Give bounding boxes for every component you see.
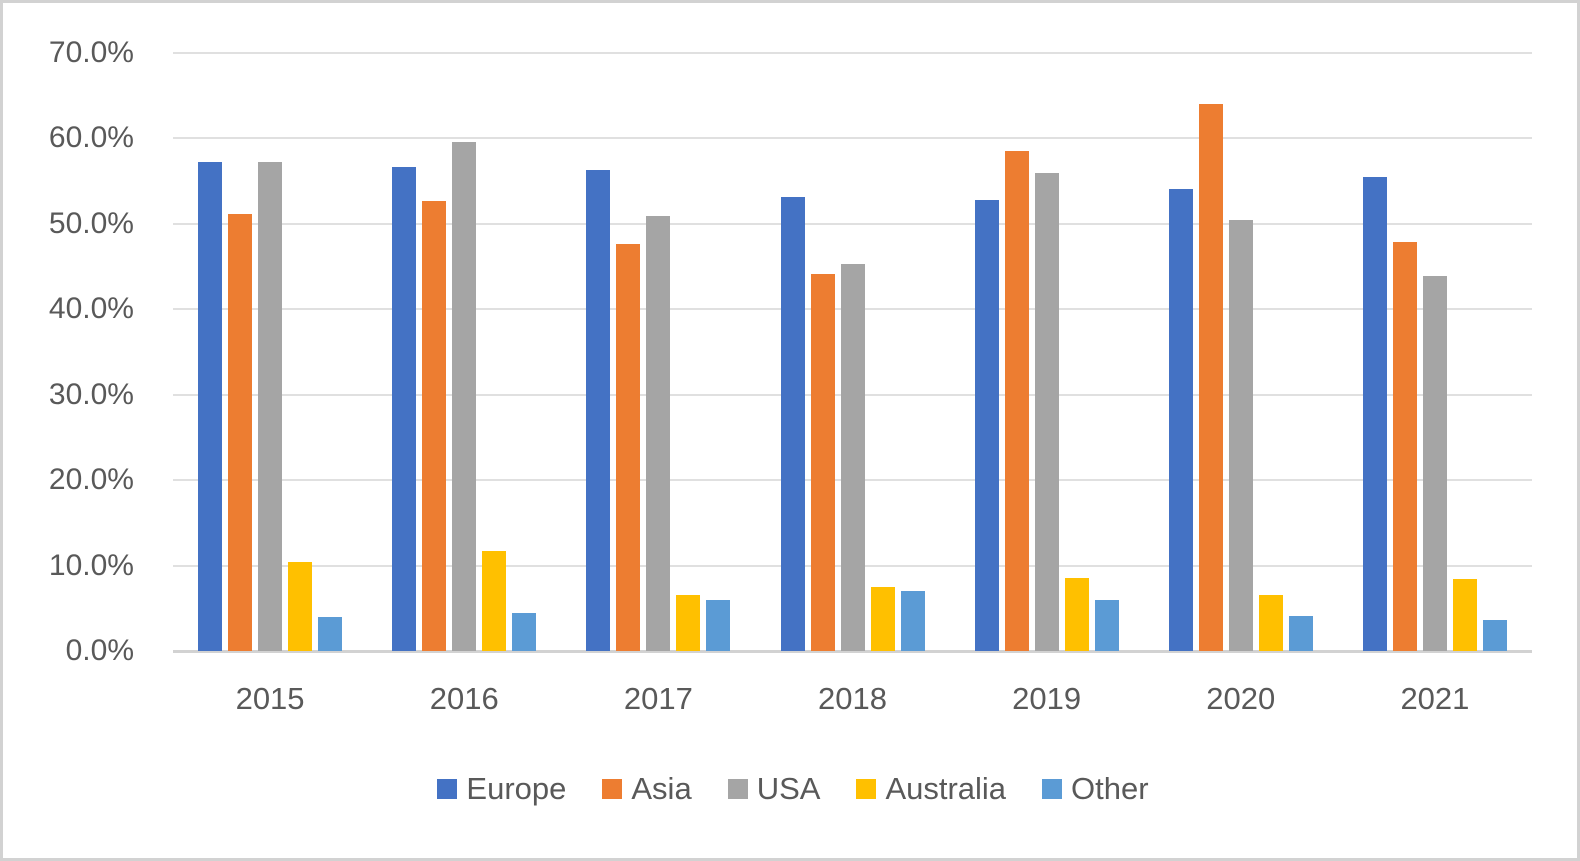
bar-asia-2016 <box>422 200 447 651</box>
bar-other-2016 <box>512 612 537 651</box>
bar-usa-2015 <box>258 162 283 651</box>
bar-usa-2017 <box>646 216 671 651</box>
bar-australia-2016 <box>482 551 507 651</box>
x-tick-label-2017: 2017 <box>623 681 693 716</box>
legend-label: Australia <box>885 771 1007 806</box>
legend-swatch-icon <box>1042 779 1063 799</box>
bar-europe-2019 <box>974 199 999 651</box>
bar-asia-2015 <box>228 214 253 651</box>
y-tick-label: 30.0% <box>48 377 134 411</box>
y-tick-label: 40.0% <box>48 292 134 326</box>
gridline-70.0% <box>173 52 1532 54</box>
plot-area <box>173 52 1532 653</box>
x-tick-label-2020: 2020 <box>1206 681 1276 716</box>
y-tick-label: 60.0% <box>48 121 134 155</box>
bar-australia-2020 <box>1258 595 1283 651</box>
bar-other-2015 <box>318 616 343 651</box>
x-tick-label-2016: 2016 <box>429 681 499 716</box>
bar-europe-2016 <box>392 166 417 651</box>
gridline-50.0% <box>173 222 1532 225</box>
bar-group-2017 <box>586 170 731 651</box>
bar-asia-2020 <box>1198 104 1223 651</box>
legend-label: Europe <box>466 771 567 806</box>
legend-label: Asia <box>631 771 692 806</box>
bar-europe-2017 <box>586 170 611 651</box>
legend-swatch-icon <box>437 779 458 799</box>
bar-other-2020 <box>1288 615 1313 651</box>
bar-group-2015 <box>198 161 343 651</box>
bar-asia-2021 <box>1392 241 1417 651</box>
y-tick-label: 20.0% <box>48 463 134 497</box>
bar-group-2020 <box>1168 104 1313 651</box>
legend-swatch-icon <box>856 779 877 799</box>
bar-europe-2020 <box>1168 188 1193 651</box>
gridline-60.0% <box>173 137 1532 140</box>
legend-item-australia: Australia <box>856 771 1006 807</box>
legend-swatch-icon <box>727 779 748 799</box>
y-tick-label: 70.0% <box>48 36 134 69</box>
x-tick-label-2018: 2018 <box>818 681 887 716</box>
y-tick-label: 0.0% <box>65 634 134 667</box>
bar-other-2021 <box>1482 620 1507 651</box>
x-tick-label-2015: 2015 <box>235 681 305 716</box>
bar-other-2017 <box>706 599 731 651</box>
bar-europe-2018 <box>780 196 805 651</box>
legend-label: USA <box>756 771 821 806</box>
legend-item-other: Other <box>1042 771 1149 807</box>
y-tick-label: 50.0% <box>48 206 134 240</box>
x-axis-line <box>173 650 1532 653</box>
bar-group-2018 <box>780 196 925 651</box>
x-tick-label-2021: 2021 <box>1400 681 1470 716</box>
legend-item-usa: USA <box>727 771 821 807</box>
bar-other-2018 <box>900 591 925 651</box>
bar-europe-2015 <box>198 161 223 651</box>
bar-usa-2019 <box>1034 173 1059 651</box>
bar-asia-2018 <box>810 274 835 651</box>
legend-label: Other <box>1071 771 1149 806</box>
bar-australia-2021 <box>1452 579 1477 651</box>
bar-usa-2020 <box>1228 220 1253 651</box>
legend-swatch-icon <box>602 779 623 799</box>
bar-australia-2017 <box>676 594 701 651</box>
bar-usa-2016 <box>452 141 477 651</box>
chart-legend: Europe Asia USA Australia Other <box>3 771 1580 807</box>
bar-usa-2021 <box>1422 275 1447 651</box>
bar-group-2019 <box>974 151 1119 651</box>
bar-europe-2021 <box>1362 176 1387 651</box>
legend-item-asia: Asia <box>602 771 692 807</box>
bar-group-2016 <box>392 141 537 651</box>
bar-group-2021 <box>1362 176 1507 651</box>
bar-usa-2018 <box>840 264 865 651</box>
bar-australia-2018 <box>870 586 895 651</box>
x-tick-label-2019: 2019 <box>1012 681 1082 716</box>
bar-asia-2019 <box>1004 151 1029 651</box>
bar-australia-2019 <box>1064 578 1089 651</box>
bar-other-2019 <box>1094 599 1119 651</box>
legend-item-europe: Europe <box>437 771 566 807</box>
y-tick-label: 10.0% <box>48 548 134 582</box>
bar-australia-2015 <box>288 562 313 651</box>
bar-asia-2017 <box>616 243 641 651</box>
